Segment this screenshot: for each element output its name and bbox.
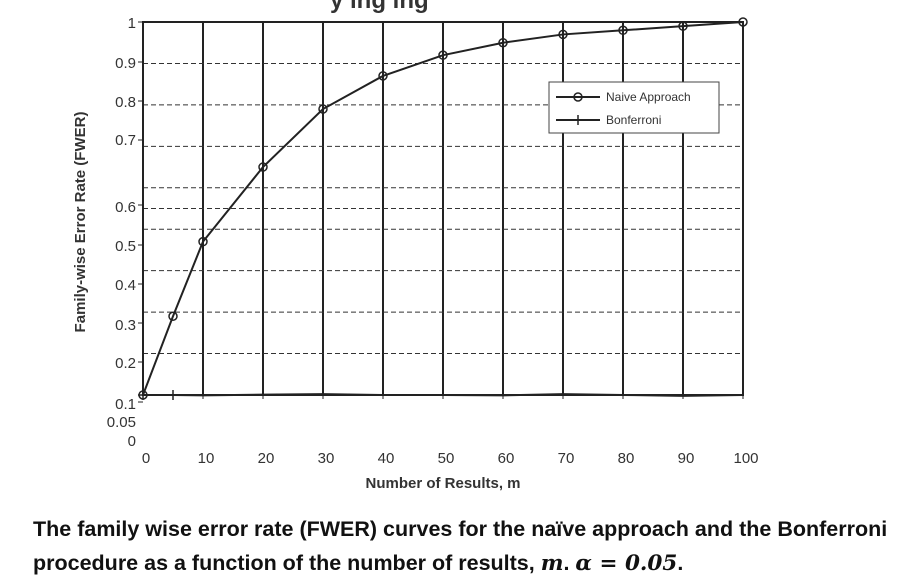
naive-data-point — [678, 21, 688, 31]
x-tick-label-10: 10 — [198, 450, 215, 467]
caption-end: . — [677, 551, 684, 575]
x-tick-label-100: 100 — [733, 450, 758, 467]
naive-data-point — [558, 29, 568, 40]
x-tick-label-30: 30 — [318, 450, 335, 467]
naive-data-point — [618, 25, 628, 36]
y-tick-label: 0.7 — [115, 132, 136, 149]
x-axis-title: Number of Results, m — [365, 475, 520, 492]
y-axis-title: Family-wise Error Rate (FWER) — [72, 112, 89, 333]
naive-data-point — [168, 311, 178, 322]
y-tick-label: 0.9 — [115, 55, 136, 72]
series-layer — [138, 17, 748, 400]
x-tick-label-50: 50 — [438, 450, 455, 467]
naive-data-point — [318, 104, 328, 114]
x-axis-ticks: 0 10 20 30 40 50 60 70 80 90 100 — [142, 395, 759, 467]
y-tick-label: 0 — [128, 433, 136, 450]
y-tick-label: 0.1 — [115, 396, 136, 413]
x-tick-label-90: 90 — [678, 450, 695, 467]
naive-data-point — [198, 236, 208, 247]
x-tick-label-20: 20 — [258, 450, 275, 467]
naive-data-point — [738, 17, 748, 27]
fwer-chart: y ing ing 0 10 20 30 40 50 60 70 80 90 100 00.050.… — [72, 0, 759, 492]
naive-data-point — [498, 37, 508, 48]
figure-caption: The family wise error rate (FWER) curves… — [33, 512, 903, 581]
y-tick-label: 0.6 — [115, 199, 136, 216]
naive-data-point — [378, 71, 388, 81]
legend-marker-plus — [573, 115, 583, 125]
x-tick-label-70: 70 — [558, 450, 575, 467]
legend: Naive Approach Bonferroni — [548, 81, 720, 134]
series-line-bonferroni — [143, 393, 744, 397]
x-tick-label-60: 60 — [498, 450, 515, 467]
y-tick-label: 0.2 — [115, 355, 136, 372]
y-tick-label: 0.4 — [115, 277, 136, 294]
y-tick-label: 0.5 — [115, 238, 136, 255]
naive-data-point — [438, 50, 448, 60]
series-line-naive — [142, 21, 744, 396]
chart-title-fragment: y ing ing — [330, 0, 429, 14]
caption-text: The family wise error rate (FWER) curves… — [33, 517, 888, 575]
y-tick-label: 0.3 — [115, 317, 136, 334]
caption-dot: . — [563, 551, 576, 575]
legend-marker-circle — [573, 92, 583, 102]
x-tick-label-80: 80 — [618, 450, 635, 467]
x-tick-label-40: 40 — [378, 450, 395, 467]
caption-alpha: α = 0.05 — [575, 551, 678, 576]
bonferroni-data-point — [138, 390, 148, 400]
bonferroni-data-point — [168, 390, 178, 400]
y-tick-label: 1 — [128, 15, 136, 32]
naive-data-point — [258, 162, 268, 172]
caption-m-symbol: m — [540, 551, 564, 576]
x-tick-label-0: 0 — [142, 450, 150, 467]
y-tick-label: 0.05 — [107, 414, 136, 431]
y-tick-label: 0.8 — [115, 94, 136, 111]
grid — [143, 22, 743, 395]
legend-label-1: Bonferroni — [606, 113, 661, 127]
y-axis-ticks: 0 0.050.1 0.2 0.3 0.4 0.5 0.6 0.7 0.8 0.9 1 — [107, 15, 143, 450]
legend-label-0: Naive Approach — [606, 90, 691, 104]
